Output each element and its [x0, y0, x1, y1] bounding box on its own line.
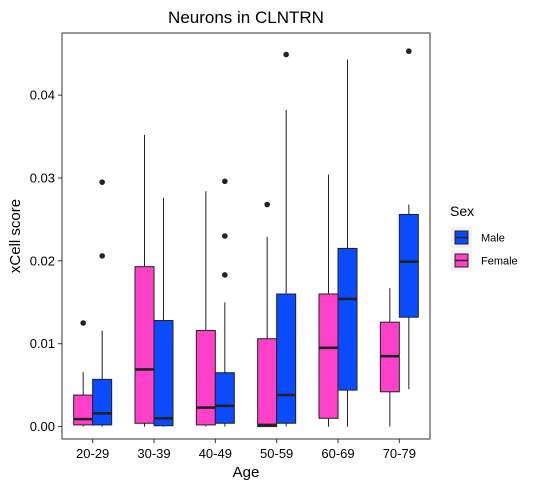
box-male-20-29 — [92, 179, 113, 427]
y-tick-label: 0.00 — [30, 419, 55, 434]
box-female-50-59 — [257, 201, 278, 428]
outlier-point — [406, 48, 412, 55]
outlier-point — [222, 178, 228, 185]
box-female-20-29 — [73, 320, 94, 427]
box-male-50-59 — [276, 51, 297, 427]
x-tick-label: 20-29 — [76, 446, 109, 461]
box-male-40-49 — [214, 178, 235, 427]
box-male-60-69 — [337, 59, 358, 427]
plot-panel — [61, 32, 431, 440]
outlier-point — [99, 179, 105, 185]
box-iqr — [73, 394, 94, 426]
box-iqr — [153, 320, 174, 427]
box-series-group — [73, 48, 419, 428]
outlier-point — [264, 201, 270, 208]
legend-item-female: Female — [451, 250, 518, 271]
outlier-point — [222, 233, 228, 239]
box-iqr — [257, 338, 278, 428]
x-axis-title: Age — [233, 464, 260, 481]
legend-label: Male — [481, 233, 505, 245]
box-iqr — [134, 266, 155, 424]
outlier-point — [283, 51, 289, 58]
box-iqr — [337, 247, 358, 391]
x-tick-label: 40-49 — [199, 446, 232, 461]
y-tick-label: 0.01 — [30, 336, 55, 351]
box-iqr — [276, 293, 297, 424]
box-iqr — [398, 213, 419, 318]
box-male-70-79 — [398, 48, 419, 390]
box-female-70-79 — [379, 288, 400, 427]
y-tick-label: 0.02 — [30, 253, 55, 268]
x-tick-label: 60-69 — [321, 446, 354, 461]
outlier-point — [99, 253, 105, 259]
x-tick-label: 30-39 — [137, 446, 170, 461]
legend-label: Female — [481, 256, 518, 268]
legend-title: Sex — [450, 203, 474, 219]
chart-title: Neurons in CLNTRN — [168, 8, 324, 27]
box-female-60-69 — [318, 174, 339, 427]
legend-item-male: Male — [451, 227, 505, 248]
y-tick-label: 0.03 — [30, 171, 55, 186]
outlier-point — [222, 272, 228, 278]
x-axis: 20-29 30-39 40-49 50-59 60-69 70-79 — [76, 439, 416, 461]
box-male-30-39 — [153, 197, 174, 427]
y-axis: 0.00 0.01 0.02 0.03 0.04 — [30, 88, 62, 434]
y-axis-title: xCell score — [7, 199, 24, 273]
legend: Sex Male Female — [450, 203, 518, 271]
y-tick-label: 0.04 — [30, 88, 55, 103]
outlier-point — [80, 320, 86, 326]
box-iqr — [318, 293, 339, 419]
x-tick-label: 50-59 — [260, 446, 293, 461]
x-tick-label: 70-79 — [383, 446, 416, 461]
box-iqr — [92, 378, 113, 426]
box-iqr — [195, 329, 216, 426]
box-iqr — [214, 372, 235, 424]
